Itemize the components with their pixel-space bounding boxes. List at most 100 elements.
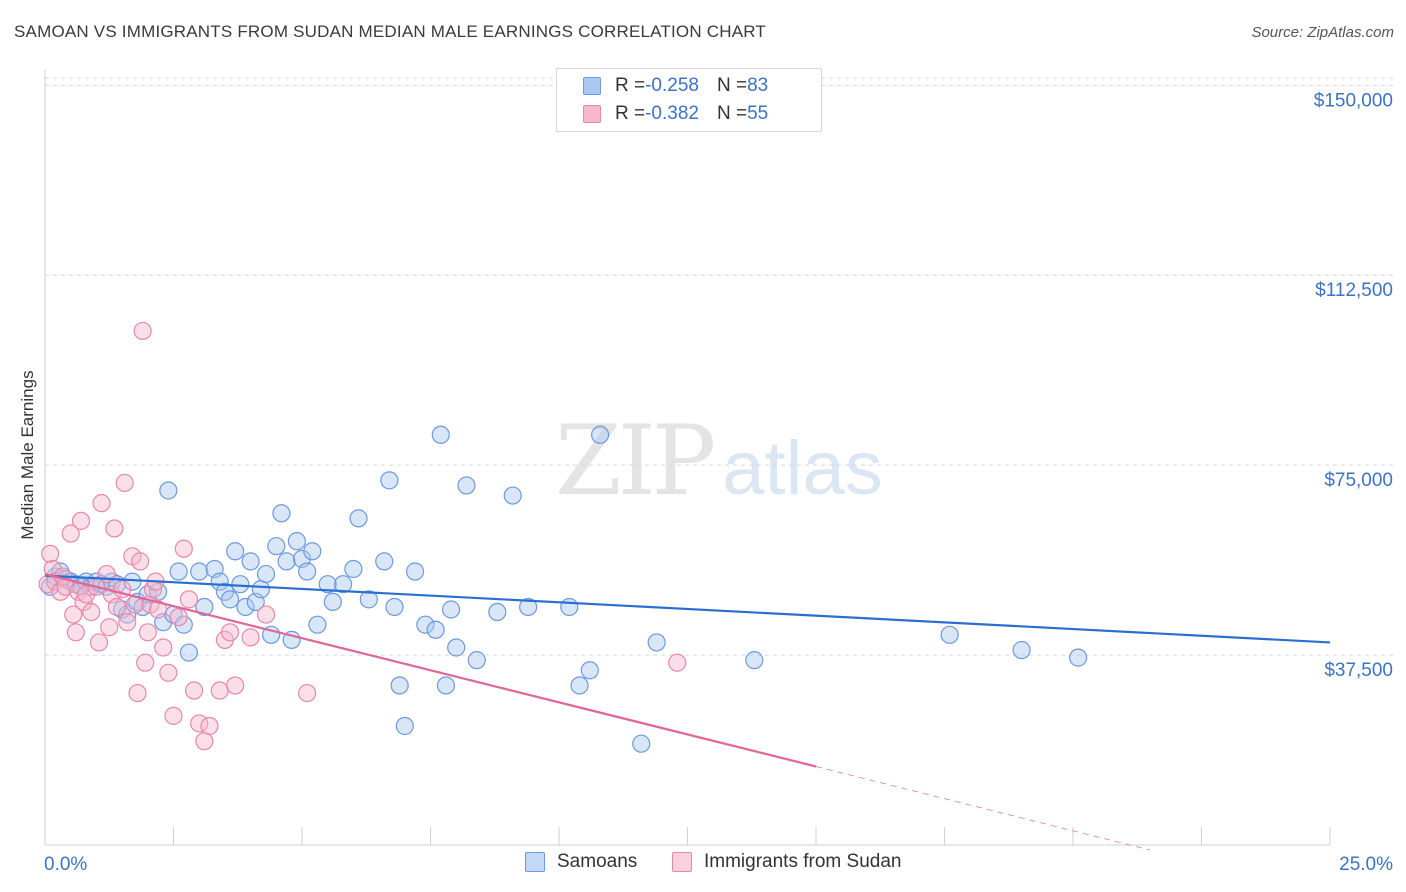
series-swatch-sudan [672, 852, 692, 872]
samoan-point [226, 542, 245, 561]
samoan-point [277, 552, 296, 571]
sudan-point [136, 653, 155, 672]
samoan-point [390, 676, 409, 695]
series-label-samoans: Samoans [557, 851, 638, 872]
samoan-point [323, 592, 342, 612]
legend-r-label: R = [615, 103, 646, 124]
samoan-point [647, 633, 666, 652]
samoan-point [467, 651, 486, 670]
samoan-point [745, 651, 764, 670]
samoan-point [318, 575, 337, 594]
samoan-point [190, 562, 209, 581]
samoan-point [441, 600, 461, 619]
samoan-point [349, 509, 368, 528]
legend-n-label: N = [716, 103, 748, 124]
sudan-point [159, 663, 178, 682]
sudan-point [148, 600, 168, 619]
samoan-point [560, 597, 579, 617]
legend-swatch-sudan [583, 105, 601, 123]
y-tick-label: $150,000 [1314, 90, 1393, 111]
sudan-point [61, 524, 80, 543]
sudan-point [105, 519, 124, 538]
samoan-point [334, 575, 353, 594]
legend-r-value: -0.382 [645, 103, 699, 124]
sudan-trend-line [44, 572, 817, 768]
samoan-point [118, 605, 137, 624]
sudan-point [174, 539, 193, 558]
samoan-point [405, 562, 425, 581]
samoan-point [570, 676, 589, 695]
samoan-point [375, 552, 394, 571]
samoan-point [303, 542, 322, 561]
sudan-point [118, 613, 137, 632]
samoan-point [431, 425, 450, 444]
samoan-point [287, 532, 306, 551]
samoan-point [580, 661, 599, 680]
samoan-point [195, 597, 214, 617]
sudan-point [164, 706, 183, 725]
x-tick-label-min: 0.0% [44, 854, 87, 875]
legend-n-value: 83 [747, 75, 769, 96]
sudan-point [154, 638, 173, 657]
sudan-point [71, 511, 91, 530]
sudan-point [66, 623, 85, 642]
sudan-point [82, 602, 101, 622]
samoan-point [395, 716, 414, 736]
legend-row-samoans: R = -0.258 N = 83 [583, 74, 768, 98]
chart-title: SAMOAN VS IMMIGRANTS FROM SUDAN MEDIAN M… [14, 22, 767, 41]
sudan-point [138, 623, 157, 642]
legend-r-label: R = [615, 75, 646, 96]
series-legend-sudan[interactable]: Immigrants from Sudan [672, 851, 901, 873]
sudan-point [77, 585, 96, 604]
samoan-point [488, 602, 507, 622]
samoan-point [272, 504, 291, 523]
sudan-point [130, 552, 150, 571]
sudan-point [298, 683, 317, 703]
sudan-point [115, 473, 134, 492]
samoan-point [251, 580, 270, 599]
legend-r-value: -0.258 [645, 75, 699, 96]
samoan-point [385, 597, 404, 617]
samoan-trend-line [44, 574, 1331, 644]
sudan-point [100, 618, 119, 637]
series-legend-samoans[interactable]: Samoans [525, 851, 637, 873]
samoan-point [298, 562, 317, 581]
sudan-point [226, 676, 245, 695]
sudan-trend-extension [815, 766, 1151, 851]
sudan-point [256, 605, 276, 624]
sudan-point [169, 607, 188, 627]
sudan-point [210, 681, 229, 700]
source-label: Source: ZipAtlas.com [1251, 24, 1394, 41]
samoan-point [231, 575, 250, 594]
samoan-point [632, 734, 651, 753]
watermark-atlas: atlas [722, 426, 883, 511]
y-tick-label: $112,500 [1315, 280, 1393, 301]
correlation-legend: R = -0.258 N = 83 R = -0.382 N = 55 [556, 68, 822, 132]
series-legend: Samoans Immigrants from Sudan [0, 851, 1406, 877]
watermark-zip: ZIP [555, 405, 716, 517]
sudan-point [92, 494, 111, 513]
samoan-point [940, 625, 959, 644]
series-swatch-samoans [525, 852, 545, 872]
samoan-point [457, 476, 476, 495]
sudan-point [220, 623, 240, 642]
samoan-point [308, 615, 327, 634]
sudan-point [51, 582, 70, 601]
sudan-point [133, 321, 152, 341]
samoan-point [591, 425, 610, 444]
sudan-point [184, 681, 204, 700]
samoan-point [447, 638, 466, 657]
samoan-point [380, 471, 399, 490]
samoan-point [241, 552, 260, 571]
samoan-point [426, 620, 445, 639]
samoan-point [236, 597, 255, 617]
samoan-point [503, 486, 522, 505]
samoan-point [220, 590, 240, 609]
sudan-point [195, 732, 214, 751]
legend-swatch-samoans [583, 77, 601, 95]
sudan-point [128, 683, 147, 703]
samoan-point [256, 564, 276, 584]
series-label-sudan: Immigrants from Sudan [704, 851, 902, 872]
y-tick-label: $75,000 [1324, 470, 1393, 491]
